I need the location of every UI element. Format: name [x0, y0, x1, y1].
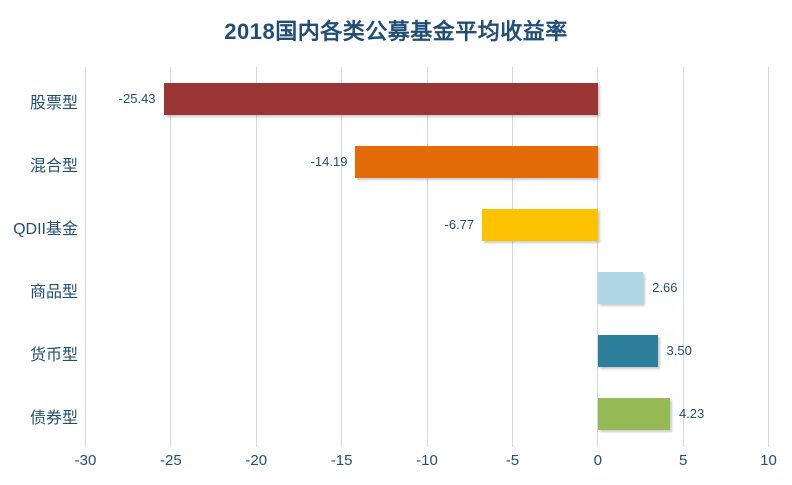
gridline-x-10 [768, 67, 769, 447]
x-axis-tick-label: -15 [330, 452, 353, 469]
value-label: 3.50 [666, 342, 692, 358]
category-label: 债券型 [29, 409, 78, 427]
gridline-x--5 [511, 67, 513, 447]
bar-混合型 [355, 145, 598, 178]
gridline-x--10 [426, 67, 428, 447]
category-label: 商品型 [29, 283, 78, 301]
bar-商品型 [597, 271, 644, 304]
x-axis-tick-label: -10 [416, 452, 438, 469]
category-label: QDII基金 [13, 220, 78, 238]
bar-债券型 [597, 397, 670, 430]
x-axis-tick-label: 0 [593, 452, 602, 469]
x-axis-tick-label: 5 [678, 452, 688, 469]
x-axis-tick-label: -20 [245, 452, 268, 469]
gridline-x--25 [170, 67, 172, 447]
gridline-x--20 [255, 67, 257, 447]
x-axis-tick-label: -25 [160, 452, 182, 469]
bar-货币型 [597, 334, 658, 367]
value-label: -25.43 [118, 90, 156, 106]
bar-QDII基金 [482, 208, 598, 241]
chart-title: 2018国内各类公募基金平均收益率 [224, 19, 568, 44]
category-label: 货币型 [29, 346, 78, 364]
value-label: 2.66 [652, 279, 678, 295]
value-label: 4.23 [678, 405, 705, 421]
x-axis-tick-label: -5 [505, 452, 520, 469]
value-label: -6.77 [444, 216, 475, 232]
value-label: -14.19 [310, 153, 348, 169]
gridline-x--30 [85, 67, 86, 447]
x-axis-tick-label: -30 [74, 452, 97, 469]
gridline-x-5 [682, 67, 684, 447]
bar-股票型 [163, 82, 598, 115]
x-axis-tick-label: 10 [760, 452, 777, 469]
gridline-x-0 [597, 67, 599, 447]
category-label: 股票型 [29, 94, 78, 112]
category-label: 混合型 [29, 157, 78, 175]
gridline-x--15 [341, 67, 343, 447]
